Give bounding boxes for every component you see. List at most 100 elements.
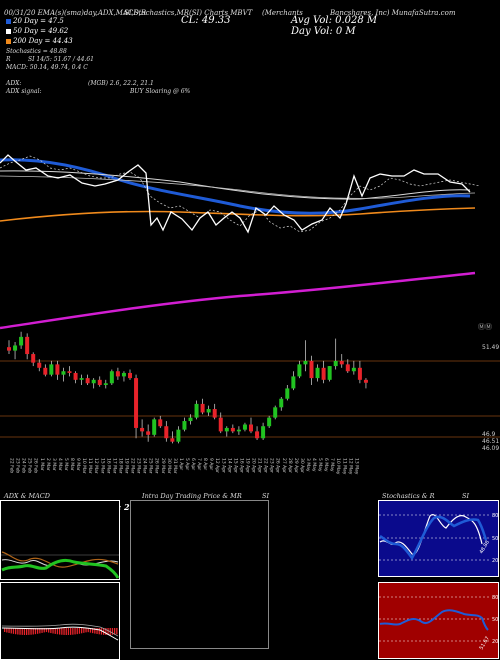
date-tick-label: 8 Mar (69, 458, 75, 471)
macd-hist-bar (12, 628, 15, 634)
macd-hist-bar (89, 628, 92, 633)
macd-hist-bar (50, 628, 52, 634)
candle-down (97, 379, 102, 385)
date-tick-label: 25 Feb (27, 458, 33, 473)
candle-up (91, 379, 96, 384)
macd-hist-bar (37, 628, 39, 634)
macd-hist-bar (56, 628, 59, 635)
intraday-panel (130, 500, 269, 649)
stoch-tick-50: 50 (492, 536, 498, 542)
stoch-mrsi-panel: 80 50 20 48.88 80 50 20 51.67 (378, 500, 499, 659)
candle-down (339, 360, 344, 365)
date-tick-label: 19 Apr (244, 458, 250, 473)
price-tick-2: 46.51 (482, 438, 500, 445)
macd-box (0, 582, 120, 660)
macd-hist-bar (96, 628, 98, 634)
date-tick-label: 17 Mar (111, 458, 117, 474)
date-tick-label: 22 Mar (130, 458, 136, 474)
candle-down (140, 427, 145, 432)
adx-orange-line (1, 551, 119, 568)
stoch-tick-80: 80 (492, 513, 498, 519)
candle-down (200, 403, 205, 413)
date-tick-label: 14 Apr (226, 458, 232, 473)
date-tick-label: 10 May (335, 458, 341, 475)
candle-down (230, 427, 235, 432)
mrsi-box (378, 582, 499, 659)
macd-hist-bar (59, 628, 61, 635)
date-tick-label: 1 Apr (178, 458, 184, 470)
date-tick-label: 23 Apr (269, 458, 275, 473)
date-tick-label: 29 Mar (160, 458, 166, 474)
candle-up (351, 367, 356, 372)
candle-down (212, 409, 217, 418)
candle-down (158, 419, 163, 427)
date-tick-label: 26 Feb (33, 458, 39, 473)
adx-info-label: ADX: (6, 80, 22, 87)
candle-up (327, 366, 332, 380)
date-tick-label: 12 Apr (214, 458, 220, 473)
sma50-line (0, 170, 471, 200)
price-line (0, 154, 471, 234)
candle-up (109, 371, 114, 384)
mini-label: ⓂⓂ (478, 323, 492, 331)
macd-hist-bar (17, 628, 19, 635)
macd-hist-bar (6, 628, 8, 633)
candle-up (303, 360, 308, 365)
mrsi-tick-50: 50 (492, 617, 498, 623)
legend-ma50: 50 Day = 49.62 (6, 27, 68, 35)
mrsi-tick-20: 20 (492, 639, 498, 645)
intra-panel-title: Intra Day Trading Price & MR (142, 492, 242, 500)
stoch-panel-title: Stochastics & R (382, 492, 435, 500)
candle-up (333, 360, 338, 367)
macd-hist-bar (30, 628, 32, 635)
candle-down (67, 371, 72, 373)
candle-down (363, 379, 368, 383)
candle-down (146, 431, 151, 435)
sma200-line (0, 207, 476, 222)
date-tick-label: 27 Apr (281, 458, 287, 473)
date-tick-label: 12 May (347, 458, 353, 475)
macd-hist-bar (116, 628, 118, 635)
stochastics-info: Stochastics = 48.88 (6, 48, 67, 55)
date-tick-label: 20 Apr (251, 458, 257, 473)
date-tick-label: 24 Feb (21, 458, 27, 473)
date-tick-label: 15 Mar (99, 458, 105, 474)
macd-hist-bar (74, 628, 76, 635)
date-tick-label: 8 Apr (202, 458, 208, 470)
candle-up (267, 417, 272, 427)
adx-info-values: (MGB) 2.6, 22.2, 21.1 (88, 80, 154, 87)
date-tick-label: 11 Mar (87, 458, 93, 474)
candle-down (43, 367, 48, 375)
candle-up (49, 364, 54, 375)
price-tick-3: 46.09 (482, 445, 500, 452)
date-tick-label: 9 Apr (208, 458, 214, 470)
candle-down (73, 372, 78, 380)
candle-down (164, 426, 169, 439)
macd-hist-bar (72, 628, 74, 635)
intraday-box (130, 500, 269, 649)
candle-up (261, 426, 266, 439)
macd-hist-bar (34, 628, 37, 635)
price-tick-1: 46.9 (482, 431, 496, 438)
candle-down (255, 431, 260, 439)
candle-down (128, 372, 132, 379)
candle-up (206, 409, 211, 413)
date-tick-label: 9 Mar (75, 458, 81, 471)
adx-signal-label: ADX signal: (6, 88, 42, 95)
date-tick-label: 24 Mar (142, 458, 148, 474)
date-tick-label: 21 Apr (257, 458, 263, 473)
macd-hist-bar (85, 628, 87, 633)
date-tick-label: 30 Apr (299, 458, 305, 473)
macd-hist-bar (43, 628, 45, 633)
macd-hist-bar (52, 628, 54, 634)
candle-down (309, 360, 314, 379)
candle-down (7, 347, 11, 351)
macd-hist-bar (28, 628, 30, 635)
macd-hist-bar (19, 628, 21, 635)
date-tick-label: 25 Mar (148, 458, 154, 474)
date-tick-label: 5 May (317, 458, 323, 472)
candle-up (61, 371, 66, 375)
candle-up (19, 336, 24, 346)
date-tick-label: 11 May (341, 458, 347, 475)
macd-hist-bar (78, 628, 81, 634)
